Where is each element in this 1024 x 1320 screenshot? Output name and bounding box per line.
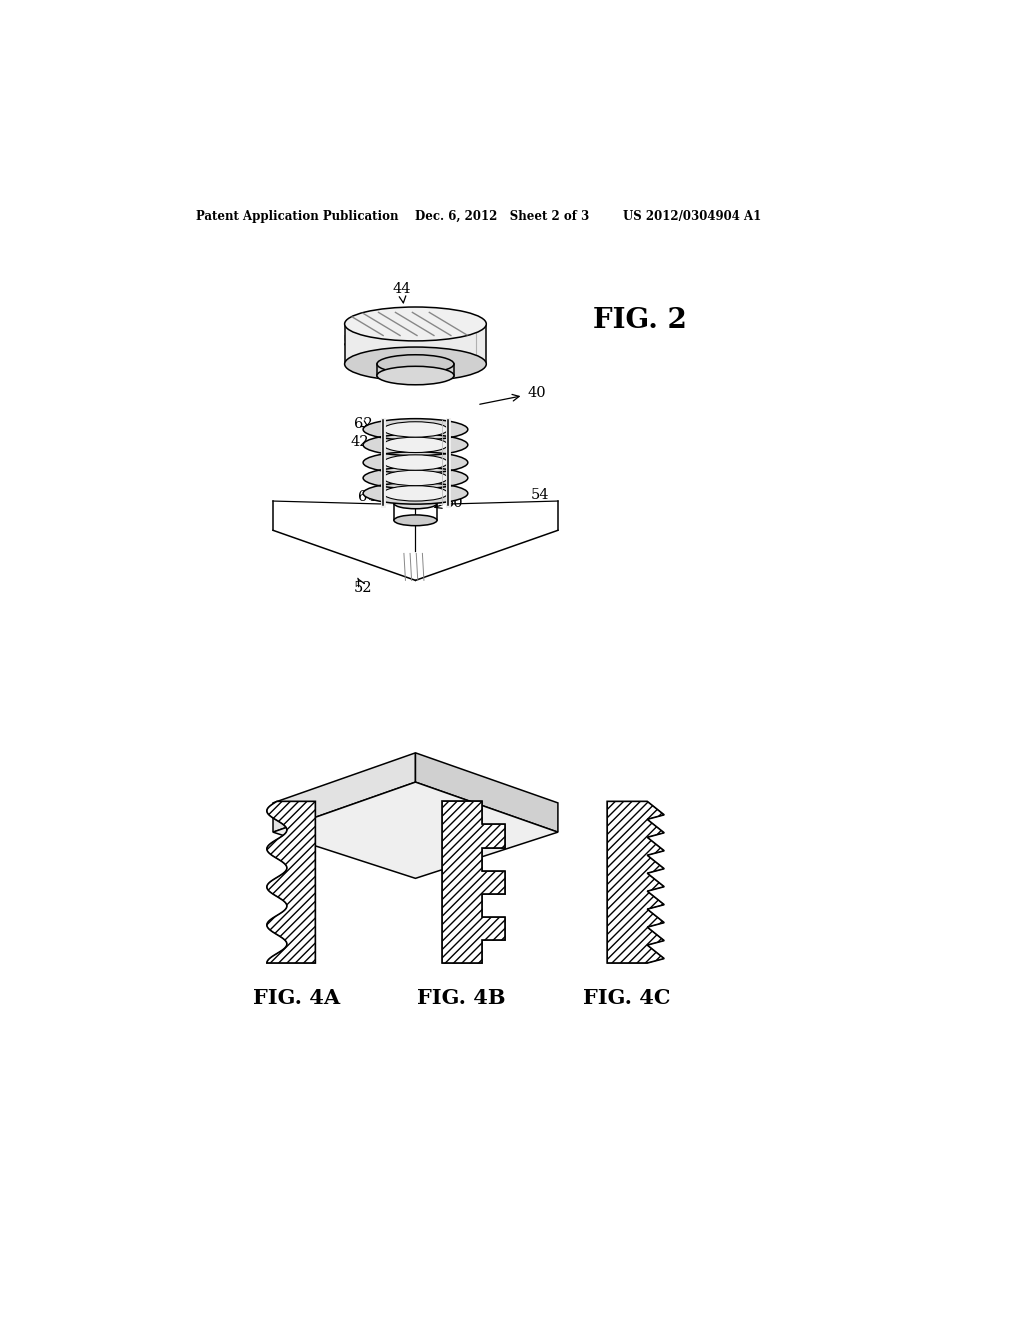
Ellipse shape (383, 470, 447, 486)
Ellipse shape (364, 483, 468, 504)
Ellipse shape (364, 418, 468, 441)
Text: 56: 56 (342, 330, 360, 348)
Text: 64: 64 (357, 490, 377, 504)
Text: 40: 40 (527, 387, 546, 400)
Text: 44: 44 (392, 282, 411, 302)
Ellipse shape (345, 308, 486, 341)
Text: 50: 50 (444, 495, 463, 510)
Text: FIG. 4C: FIG. 4C (584, 987, 671, 1007)
Ellipse shape (364, 434, 468, 455)
Text: 54: 54 (531, 488, 550, 502)
Polygon shape (441, 801, 505, 964)
Bar (345, 323, 486, 364)
Text: FIG. 4B: FIG. 4B (418, 987, 506, 1007)
Polygon shape (416, 752, 558, 832)
Ellipse shape (377, 355, 454, 374)
Text: Dec. 6, 2012   Sheet 2 of 3: Dec. 6, 2012 Sheet 2 of 3 (416, 210, 590, 223)
Ellipse shape (345, 347, 486, 381)
Polygon shape (267, 801, 315, 964)
Text: Patent Application Publication: Patent Application Publication (196, 210, 398, 223)
Polygon shape (273, 752, 416, 832)
Text: FIG. 4A: FIG. 4A (253, 987, 340, 1007)
Text: US 2012/0304904 A1: US 2012/0304904 A1 (624, 210, 762, 223)
Ellipse shape (394, 515, 437, 525)
Ellipse shape (383, 486, 447, 502)
Polygon shape (607, 801, 665, 964)
Text: 42: 42 (350, 434, 372, 449)
Bar (383, 420, 447, 506)
Text: 52: 52 (354, 578, 373, 595)
Ellipse shape (394, 498, 437, 508)
Text: FIG. 2: FIG. 2 (593, 306, 686, 334)
Polygon shape (273, 781, 558, 878)
Ellipse shape (377, 367, 454, 385)
Text: 62: 62 (354, 417, 373, 432)
Ellipse shape (364, 451, 468, 474)
Ellipse shape (383, 422, 447, 437)
Ellipse shape (364, 467, 468, 488)
Ellipse shape (383, 437, 447, 453)
Ellipse shape (383, 455, 447, 470)
